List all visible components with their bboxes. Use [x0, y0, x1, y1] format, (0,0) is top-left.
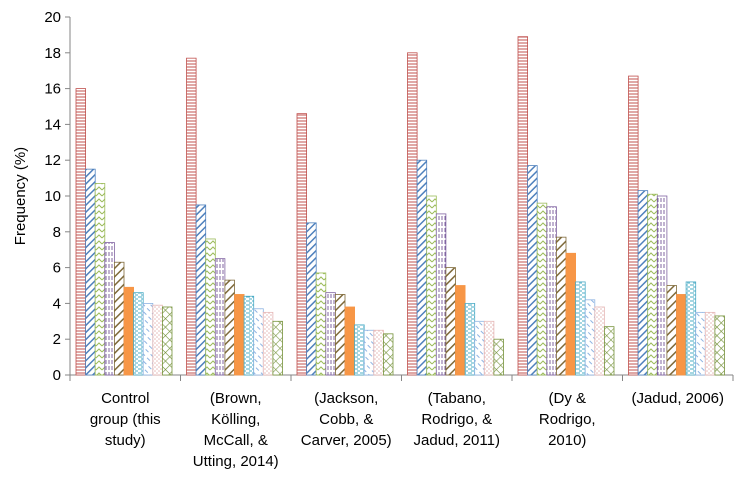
bar: [85, 168, 96, 376]
bar: [455, 285, 466, 376]
bar: [628, 75, 639, 376]
x-category-label: (Jackson, Cobb, & Carver, 2005): [301, 390, 392, 449]
bar: [594, 306, 605, 376]
bar: [556, 236, 567, 376]
bar: [296, 113, 308, 376]
bar: [382, 333, 394, 376]
bar: [536, 202, 548, 376]
y-tick-label: 12: [44, 152, 61, 169]
bar: [243, 295, 255, 376]
bar: [104, 242, 115, 376]
y-tick-label: 16: [44, 81, 61, 98]
y-axis-title: Frequency (%): [12, 147, 29, 245]
bar: [435, 213, 447, 376]
bar: [704, 311, 716, 376]
bar: [344, 306, 356, 376]
bar: [114, 261, 125, 376]
bar: [306, 222, 317, 376]
bar: [75, 88, 87, 376]
bar: [325, 292, 336, 376]
bar: [373, 329, 384, 376]
y-tick-label: 2: [53, 331, 61, 348]
bar: [445, 267, 456, 376]
bar: [315, 272, 327, 376]
x-category-label: Control group (this study): [90, 390, 161, 449]
bar: [493, 338, 504, 376]
bar: [334, 294, 346, 376]
bar: [161, 306, 173, 376]
y-tick-label: 14: [44, 116, 61, 133]
y-tick-label: 4: [53, 295, 61, 312]
y-tick-label: 18: [44, 45, 61, 62]
bar: [407, 52, 418, 376]
bar: [517, 36, 529, 376]
bar: [94, 183, 106, 376]
bars: [75, 36, 725, 376]
axes: 0 2 4 6 8 10 12 14 16 18 20 Control group (this study…: [44, 9, 734, 470]
bar: [714, 315, 725, 376]
bar: [666, 285, 677, 376]
bar: [234, 294, 245, 376]
y-tick-label: 20: [44, 9, 61, 26]
bar: [647, 193, 658, 376]
y-tick-label: 8: [53, 224, 61, 241]
bar: [483, 320, 495, 376]
bar: [186, 57, 197, 376]
bar: [474, 320, 485, 376]
bar: [464, 302, 476, 376]
bar: [205, 238, 216, 376]
x-category-label: (Jadud, 2006): [631, 390, 724, 407]
y-tick-label: 10: [44, 188, 61, 205]
bar: [676, 294, 687, 376]
y-tick-label: 0: [53, 367, 61, 384]
bar: [575, 281, 586, 376]
bar: [354, 324, 365, 376]
x-category-label: (Tabano, Rodrigo, & Jadud, 2011): [414, 390, 500, 449]
x-category-label: (Dy & Rodrigo, 2010): [539, 390, 596, 449]
y-tick-label: 6: [53, 260, 61, 277]
bar: [604, 326, 615, 376]
bar: [416, 159, 428, 376]
bar: [262, 311, 274, 376]
x-category-label: (Brown, Kölling, McCall, & Utting, 2014): [193, 390, 279, 470]
bar: [584, 299, 596, 376]
bar: [426, 195, 437, 376]
bar: [685, 281, 697, 376]
bar: [152, 304, 163, 376]
bar: [656, 195, 668, 376]
bar: [363, 329, 375, 376]
bar: [195, 204, 207, 376]
bar: [695, 311, 706, 376]
bar: [133, 292, 144, 376]
bar: [253, 308, 264, 376]
bar: [637, 190, 649, 376]
bar: [224, 279, 235, 376]
bar: [123, 286, 135, 376]
bar: [214, 258, 226, 376]
bar: [142, 302, 154, 376]
bar: [546, 206, 557, 376]
bar: [272, 320, 283, 376]
bar: [565, 252, 577, 376]
bar: [527, 165, 538, 376]
